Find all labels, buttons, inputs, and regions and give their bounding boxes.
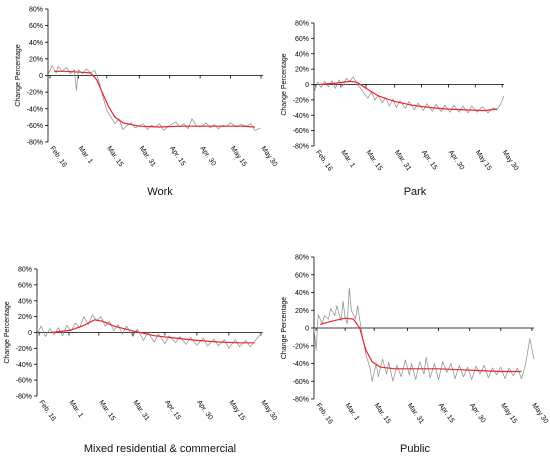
chart-panel-2: 80% 60% 40% 20% 0 -20% -40% -60% -80% Feb. 16 Mar.… xyxy=(4,267,278,423)
x-tick-label: Mar. 1 xyxy=(339,149,356,169)
series-line-trend xyxy=(319,80,497,112)
y-tick-label: -20% xyxy=(27,90,43,97)
chart-title-mixed: Mixed residential & commercial xyxy=(83,443,237,455)
chart-panel-0: 80% 60% 40% 20% 0 -20% -40% -60% -80% Feb. 16 Mar.… xyxy=(15,7,278,169)
series-line-daily xyxy=(36,314,264,349)
y-tick-label: 0 xyxy=(39,73,43,80)
x-tick-label: Mar. 15 xyxy=(105,145,124,168)
y-tick-label: -60% xyxy=(293,379,309,386)
x-tick-label: Mar. 31 xyxy=(138,145,157,168)
y-axis-label: Change Percentage xyxy=(4,301,11,363)
x-tick-label: May 30 xyxy=(259,399,278,422)
x-tick-label: Mar. 15 xyxy=(97,399,116,422)
x-tick-label: May 30 xyxy=(501,149,520,172)
y-tick-label: -20% xyxy=(293,97,309,104)
y-tick-label: -80% xyxy=(293,397,309,404)
x-tick-label: Apr. 15 xyxy=(168,145,187,167)
y-axis-label: Change Percentage xyxy=(281,297,288,359)
y-tick-label: 60% xyxy=(29,23,43,30)
y-tick-label: -80% xyxy=(293,144,309,151)
x-tick-label: Mar. 15 xyxy=(373,402,392,425)
y-tick-label: -40% xyxy=(27,106,43,113)
series-line-daily xyxy=(313,76,505,114)
y-tick-label: 40% xyxy=(295,290,309,297)
x-tick-label: Mar. 31 xyxy=(393,149,412,172)
y-tick-label: 0 xyxy=(305,326,309,333)
chart-title-park: Park xyxy=(403,186,427,198)
x-tick-label: May 15 xyxy=(229,145,248,168)
x-tick-label: May 15 xyxy=(499,402,518,425)
x-tick-label: Mar. 1 xyxy=(343,402,360,422)
x-tick-label: Mar. 31 xyxy=(406,402,425,425)
y-tick-label: 60% xyxy=(18,282,32,289)
x-tick-label: Apr. 15 xyxy=(437,402,456,424)
y-tick-label: 80% xyxy=(18,267,32,274)
x-tick-label: Feb. 16 xyxy=(314,149,333,173)
x-tick-label: Apr. 15 xyxy=(163,399,182,421)
y-tick-label: 40% xyxy=(29,40,43,47)
y-tick-label: -80% xyxy=(27,140,43,147)
y-tick-label: -20% xyxy=(293,343,309,350)
y-tick-label: 0 xyxy=(305,82,309,89)
series-line-daily xyxy=(313,287,535,382)
x-tick-label: May 30 xyxy=(530,402,549,425)
x-tick-label: Apr. 30 xyxy=(447,149,466,171)
y-tick-label: 80% xyxy=(295,21,309,28)
y-tick-label: -60% xyxy=(27,123,43,130)
x-tick-label: Apr. 30 xyxy=(195,399,214,421)
x-tick-label: May 30 xyxy=(259,145,278,168)
series-line-trend xyxy=(51,319,255,344)
x-tick-label: Apr. 15 xyxy=(420,149,439,171)
x-tick-label: Mar. 1 xyxy=(67,399,84,419)
x-tick-label: Apr. 30 xyxy=(468,402,487,424)
y-axis-label: Change Percentage xyxy=(281,53,288,115)
y-tick-label: 60% xyxy=(295,36,309,43)
x-tick-label: Apr. 30 xyxy=(198,145,217,167)
y-tick-label: -40% xyxy=(293,113,309,120)
chart-panel-3: 80% 60% 40% 20% 0 -20% -40% -60% -80% Feb. 16 Mar.… xyxy=(281,255,549,426)
chart-panel-1: 80% 60% 40% 20% 0 -20% -40% -60% -80% Feb. 16 Mar.… xyxy=(281,21,520,173)
y-tick-label: -20% xyxy=(16,346,32,353)
chart-title-work: Work xyxy=(147,186,173,198)
x-tick-label: Feb. 16 xyxy=(37,399,56,423)
x-tick-label: Mar. 31 xyxy=(131,399,150,422)
x-tick-label: May 15 xyxy=(474,149,493,172)
y-tick-label: 20% xyxy=(295,67,309,74)
y-tick-label: 80% xyxy=(29,7,43,14)
x-tick-label: Mar. 1 xyxy=(77,145,94,165)
y-tick-label: -60% xyxy=(16,378,32,385)
x-tick-label: Feb. 16 xyxy=(314,402,333,426)
y-tick-label: 0 xyxy=(28,330,32,337)
x-tick-label: Feb. 16 xyxy=(48,145,67,169)
y-tick-label: 20% xyxy=(29,56,43,63)
y-tick-label: -40% xyxy=(293,361,309,368)
y-tick-label: 40% xyxy=(295,51,309,58)
series-line-trend xyxy=(54,70,255,128)
y-axis-label: Change Percentage xyxy=(15,44,22,106)
y-tick-label: 20% xyxy=(18,314,32,321)
chart-title-public: Public xyxy=(400,443,430,455)
y-tick-label: 80% xyxy=(295,255,309,262)
x-tick-label: Mar. 15 xyxy=(364,149,383,172)
x-tick-label: May 15 xyxy=(227,399,246,422)
y-tick-label: -80% xyxy=(16,394,32,401)
y-tick-label: 20% xyxy=(295,308,309,315)
series-line-trend xyxy=(320,317,522,373)
y-tick-label: 60% xyxy=(295,272,309,279)
y-tick-label: -60% xyxy=(293,128,309,135)
y-tick-label: -40% xyxy=(16,362,32,369)
y-tick-label: 40% xyxy=(18,298,32,305)
